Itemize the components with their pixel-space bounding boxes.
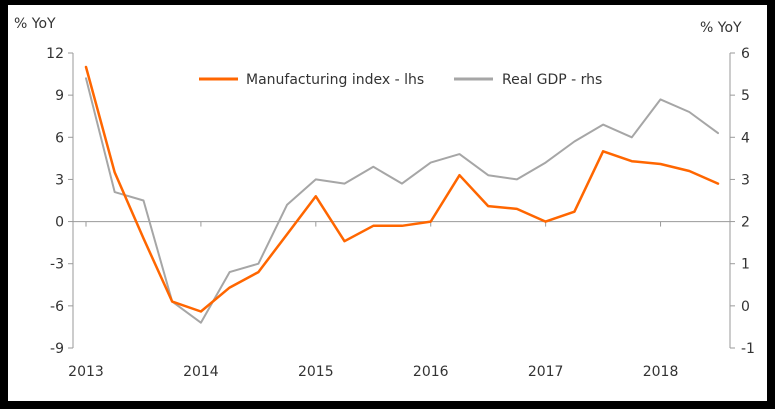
left-tick-labels: 12 9 6 3 0 -3 -6 -9: [46, 46, 73, 357]
right-tick-label: 3: [741, 172, 750, 188]
x-tick-label: 2016: [413, 364, 449, 380]
right-tick-label: 5: [741, 88, 750, 104]
right-tick-labels: 6 5 4 3 2 1 0 -1: [730, 46, 755, 357]
x-tick-label: 2013: [68, 364, 104, 380]
right-tick-label: 2: [741, 215, 750, 231]
left-tick-label: 12: [46, 46, 64, 62]
left-tick-label: 9: [55, 88, 64, 104]
x-tick-label: 2015: [298, 364, 334, 380]
left-tick-label: -9: [50, 341, 64, 357]
right-tick-label: 1: [741, 257, 750, 273]
chart-panel: [8, 5, 767, 401]
series-layer: [84, 65, 720, 324]
legend-label-real-gdp: Real GDP - rhs: [502, 72, 602, 88]
right-tick-label: 6: [741, 46, 750, 62]
left-tick-label: 0: [55, 215, 64, 231]
series-line-real-gdp: [85, 77, 719, 324]
right-tick-label: -1: [741, 341, 755, 357]
left-axis-unit-label: % YoY: [14, 16, 56, 32]
left-tick-label: -6: [50, 299, 64, 315]
right-tick-label: 4: [741, 130, 750, 146]
x-tick-label: 2014: [183, 364, 219, 380]
legend: Manufacturing index - lhs Real GDP - rhs: [199, 72, 602, 88]
right-tick-label: 0: [741, 299, 750, 315]
x-tick-label: 2018: [643, 364, 679, 380]
left-tick-label: 6: [55, 130, 64, 146]
left-tick-label: 3: [55, 172, 64, 188]
left-tick-label: -3: [50, 257, 64, 273]
series-line-manufacturing: [84, 65, 720, 313]
x-tick-labels: 2013 2014 2015 2016 2017 2018: [68, 221, 679, 380]
legend-label-manufacturing: Manufacturing index - lhs: [246, 72, 424, 88]
x-tick-label: 2017: [528, 364, 564, 380]
right-axis-unit-label: % YoY: [700, 20, 742, 36]
